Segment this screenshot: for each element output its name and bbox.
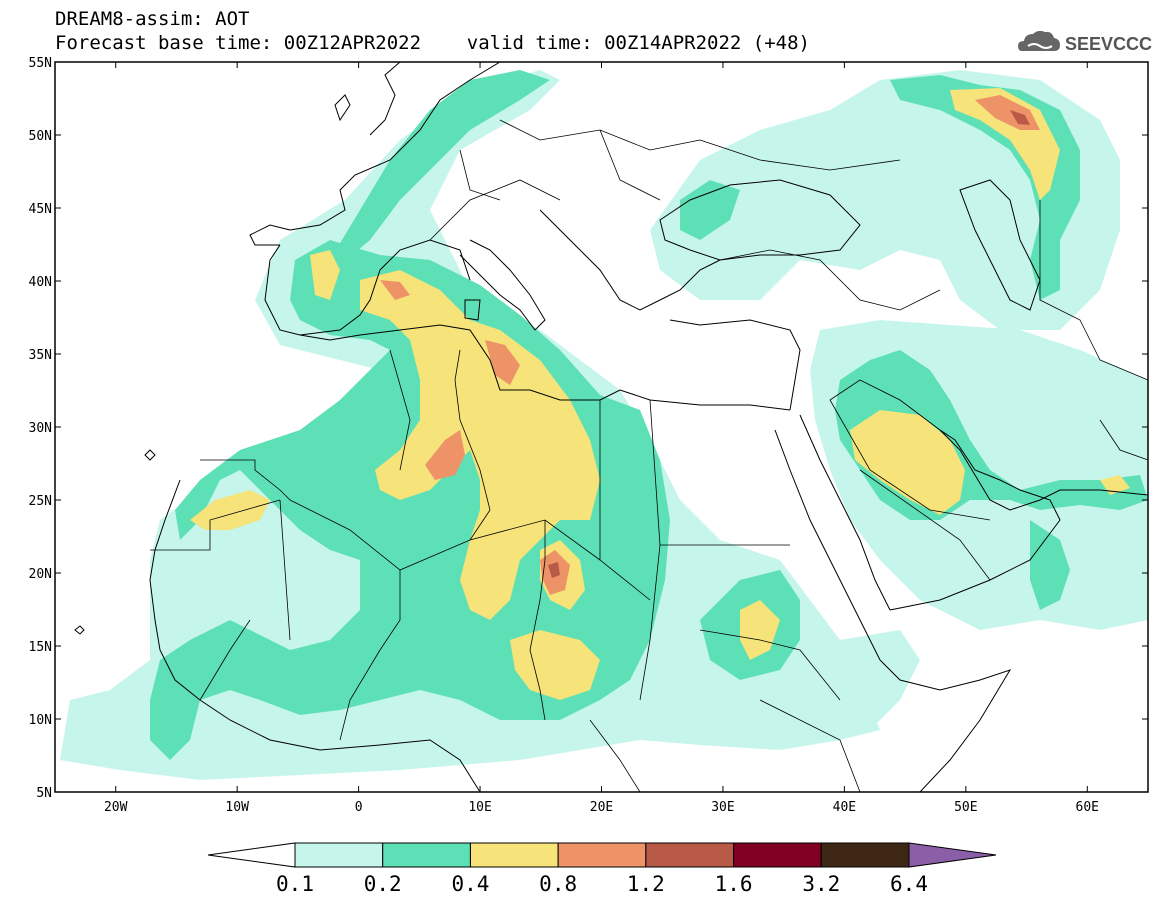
y-tick-label: 10N — [29, 713, 52, 728]
x-tick-label: 50E — [954, 800, 977, 815]
logo-text: SEEVCCC — [1065, 34, 1152, 54]
y-tick-label: 20N — [29, 567, 52, 582]
y-tick-label: 55N — [29, 56, 52, 71]
colorbar-low-triangle — [207, 842, 296, 868]
aot-field — [55, 62, 1148, 792]
colorbar-swatch — [469, 842, 559, 868]
colorbar-label: 0.1 — [276, 872, 314, 896]
aot-level-0.4 — [190, 88, 1130, 700]
map-title: DREAM8-assim: AOT — [55, 8, 250, 30]
colorbar-label: 0.4 — [451, 872, 489, 896]
colorbar-swatch — [557, 842, 647, 868]
colorbar-swatch — [733, 842, 822, 868]
y-tick-label: 15N — [29, 640, 52, 655]
seevccc-logo: SEEVCCC — [1016, 25, 1156, 59]
colorbar-high-triangle — [908, 842, 997, 868]
x-tick-label: 30E — [711, 800, 734, 815]
y-tick-label: 5N — [36, 786, 52, 801]
x-axis: 20W 10W 0 10E 20E 30E 40E 50E 60E — [104, 62, 1099, 815]
colorbar-swatch — [820, 842, 910, 868]
colorbar-label: 1.2 — [627, 872, 665, 896]
x-tick-label: 0 — [355, 800, 363, 815]
y-tick-label: 50N — [29, 129, 52, 144]
y-tick-label: 45N — [29, 202, 52, 217]
y-tick-label: 40N — [29, 275, 52, 290]
colorbar-label: 0.8 — [539, 872, 577, 896]
y-axis: 55N 50N 45N 40N 35N 30N 25N 20N 15N 10N 5N — [29, 56, 1148, 801]
y-tick-label: 35N — [29, 348, 52, 363]
colorbar-swatch — [382, 842, 471, 868]
y-tick-label: 30N — [29, 421, 52, 436]
y-tick-label: 25N — [29, 494, 52, 509]
x-tick-label: 20E — [590, 800, 613, 815]
colorbar-swatch — [294, 842, 384, 868]
x-tick-label: 60E — [1076, 800, 1099, 815]
x-tick-label: 40E — [833, 800, 856, 815]
colorbar-swatch — [645, 842, 735, 868]
colorbar-label: 0.2 — [364, 872, 402, 896]
aot-level-1.2 — [548, 110, 1030, 578]
country-borders — [150, 119, 1148, 792]
coastlines — [74, 62, 1148, 792]
colorbar: 0.1 0.2 0.4 0.8 1.2 1.6 3.2 6.4 — [207, 842, 997, 896]
colorbar-label: 1.6 — [715, 872, 753, 896]
forecast-time-line: Forecast base time: 00Z12APR2022 valid t… — [55, 32, 810, 54]
x-tick-label: 10W — [225, 800, 249, 815]
colorbar-label: 3.2 — [802, 872, 840, 896]
cloud-icon: SEEVCCC — [1018, 30, 1152, 54]
colorbar-label: 6.4 — [890, 872, 928, 896]
x-tick-label: 10E — [468, 800, 491, 815]
x-tick-label: 20W — [104, 800, 128, 815]
